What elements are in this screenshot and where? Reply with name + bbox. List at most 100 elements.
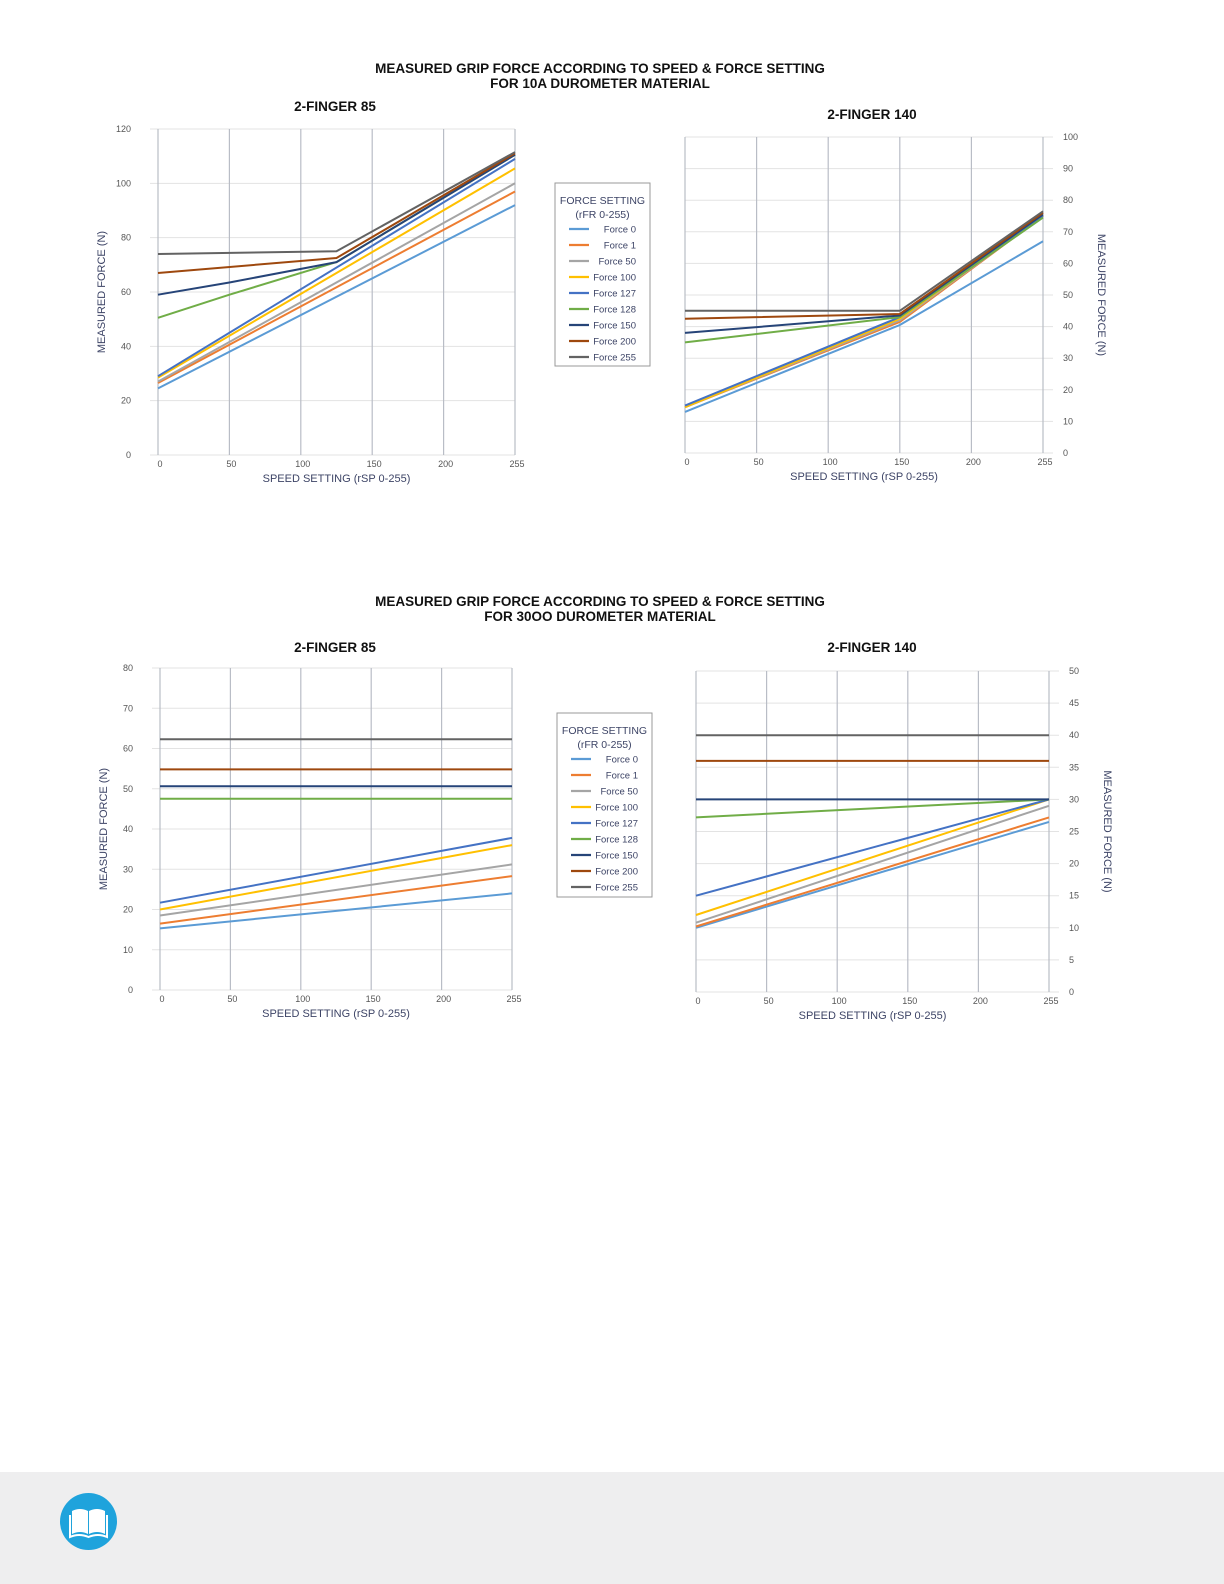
y-axis-title: MEASURED FORCE (N) [98, 768, 110, 890]
legend-entry: Force 128 [593, 305, 636, 316]
x-tick-label: 150 [367, 459, 382, 469]
y-tick-label: 100 [1063, 132, 1078, 142]
y-tick-label: 60 [121, 287, 131, 297]
x-tick-label: 0 [159, 994, 164, 1004]
y-tick-label: 0 [128, 985, 133, 995]
chart-legend: FORCE SETTING (rFR 0-255) Force 0 Force 1 Fo… [556, 712, 653, 898]
x-tick-label: 200 [438, 459, 453, 469]
x-tick-label: 0 [695, 996, 700, 1006]
y-tick-label: 40 [1069, 730, 1079, 740]
x-tick-label: 100 [295, 459, 310, 469]
series-line-force-0 [159, 892, 513, 930]
x-tick-label: 150 [902, 996, 917, 1006]
legend-entry: Force 255 [595, 883, 638, 894]
series-line-force-0 [157, 204, 516, 390]
series-line-force-127 [157, 158, 516, 378]
chart-title: 2-FINGER 85 [294, 640, 376, 655]
y-tick-label: 40 [1063, 322, 1073, 332]
legend-box [554, 182, 651, 367]
series-line-force-255 [157, 151, 516, 255]
y-tick-label: 20 [1069, 859, 1079, 869]
series-line-force-1 [157, 190, 516, 384]
legend-entry: Force 100 [595, 803, 638, 814]
x-axis-title: SPEED SETTING (rSP 0-255) [262, 1008, 410, 1020]
x-tick-label: 150 [894, 457, 909, 467]
series-line-force-128 [684, 216, 1044, 344]
series-line-force-150 [157, 153, 516, 296]
y-tick-label: 10 [1063, 416, 1073, 426]
section-1: MEASURED GRIP FORCE ACCORDING TO SPEED &… [375, 594, 825, 898]
x-tick-label: 50 [764, 996, 774, 1006]
x-tick-label: 200 [436, 994, 451, 1004]
series-line-force-1 [695, 816, 1050, 928]
y-tick-label: 50 [1069, 666, 1079, 676]
y-tick-label: 45 [1069, 698, 1079, 708]
legend-entry: Force 200 [593, 337, 636, 348]
y-tick-label: 10 [123, 945, 133, 955]
series-line-force-127 [159, 836, 513, 904]
y-tick-label: 80 [123, 663, 133, 673]
page-footer [0, 1472, 1224, 1584]
series-line-force-200 [684, 211, 1044, 320]
legend-entry: Force 255 [593, 353, 636, 364]
y-tick-label: 30 [1063, 353, 1073, 363]
section-title: MEASURED GRIP FORCE ACCORDING TO SPEED &… [375, 594, 825, 609]
y-tick-label: 30 [123, 864, 133, 874]
legend-entry: Force 100 [593, 273, 636, 284]
y-tick-label: 40 [123, 824, 133, 834]
series-line-force-128 [695, 798, 1050, 819]
y-tick-label: 80 [1063, 195, 1073, 205]
y-tick-label: 70 [1063, 227, 1073, 237]
legend-title: FORCE SETTING [560, 195, 645, 207]
chart-title: 2-FINGER 140 [827, 640, 916, 655]
y-tick-label: 15 [1069, 891, 1079, 901]
y-tick-label: 90 [1063, 164, 1073, 174]
y-tick-label: 120 [116, 124, 131, 134]
section-title: FOR 10A DUROMETER MATERIAL [490, 76, 710, 91]
legend-entry: Force 50 [599, 257, 637, 268]
legend-entry: Force 1 [604, 241, 636, 252]
legend-entry: Force 50 [601, 787, 639, 798]
x-tick-label: 200 [973, 996, 988, 1006]
legend-entry: Force 1 [606, 771, 638, 782]
y-tick-label: 0 [1063, 448, 1068, 458]
y-tick-label: 0 [126, 450, 131, 460]
y-tick-label: 60 [1063, 258, 1073, 268]
series-line-force-50 [695, 804, 1050, 924]
legend-entry: Force 128 [595, 835, 638, 846]
y-axis-title: MEASURED FORCE (N) [1101, 770, 1113, 892]
chart-0: 2-FINGER 85 0 20 40 60 80 100 120 0 50 100 150 200 25… [96, 99, 525, 485]
x-tick-label: 200 [966, 457, 981, 467]
y-tick-label: 0 [1069, 987, 1074, 997]
y-tick-label: 20 [123, 905, 133, 915]
legend-entry: Force 127 [593, 289, 636, 300]
x-tick-label: 50 [227, 994, 237, 1004]
chart-title: 2-FINGER 140 [827, 107, 916, 122]
legend-entry: Force 127 [595, 819, 638, 830]
x-tick-label: 255 [1043, 996, 1058, 1006]
y-axis-title: MEASURED FORCE (N) [1095, 234, 1107, 356]
series-line-force-255 [685, 210, 1044, 312]
x-axis-title: SPEED SETTING (rSP 0-255) [799, 1010, 947, 1022]
y-tick-label: 40 [121, 341, 131, 351]
series-line-force-100 [157, 167, 516, 379]
y-tick-label: 20 [1063, 385, 1073, 395]
x-tick-label: 50 [754, 457, 764, 467]
legend-entry: Force 150 [595, 851, 638, 862]
series-line-force-100 [695, 798, 1050, 916]
x-axis-title: SPEED SETTING (rSP 0-255) [263, 473, 411, 485]
y-tick-label: 60 [123, 744, 133, 754]
section-0: MEASURED GRIP FORCE ACCORDING TO SPEED &… [375, 61, 825, 367]
series-line-force-100 [159, 844, 513, 911]
y-tick-label: 20 [121, 396, 131, 406]
x-tick-label: 100 [832, 996, 847, 1006]
x-tick-label: 0 [684, 457, 689, 467]
legend-entry: Force 0 [604, 225, 636, 236]
x-tick-label: 100 [295, 994, 310, 1004]
legend-box [556, 712, 653, 898]
series-line-force-200 [157, 152, 516, 274]
chart-2: 2-FINGER 85 0 10 20 30 40 50 60 70 80 0 50 100 150 200… [98, 640, 522, 1020]
y-tick-label: 70 [123, 703, 133, 713]
chart-1: 2-FINGER 140 0 10 20 30 40 50 60 70 80 90 100 0 50 100… [684, 107, 1107, 483]
